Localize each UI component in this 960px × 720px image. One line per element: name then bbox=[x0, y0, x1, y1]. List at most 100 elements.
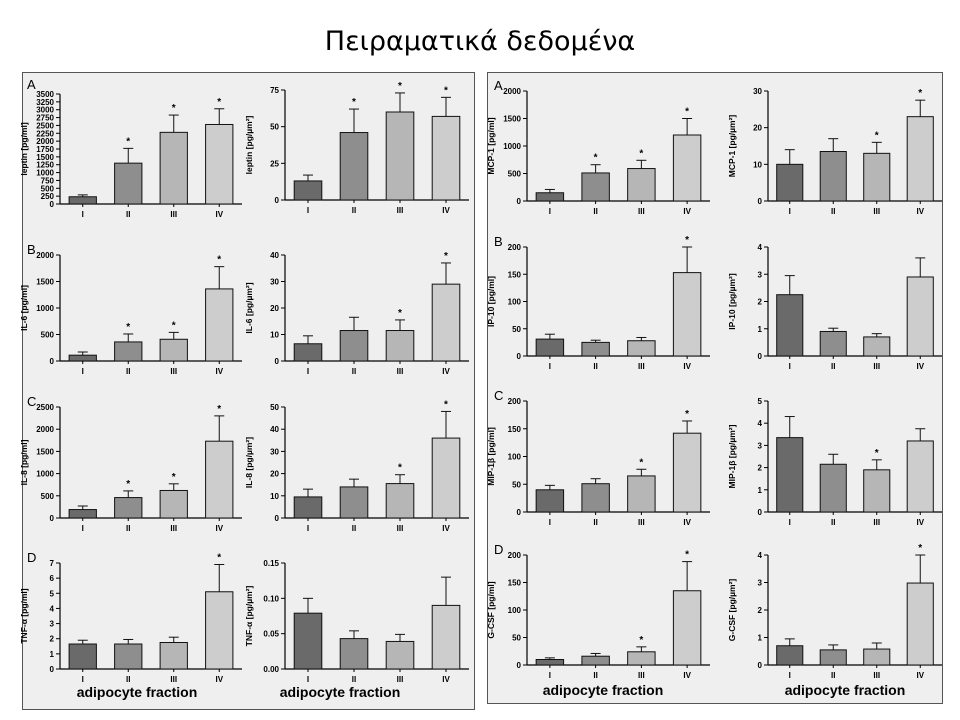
x-tick-label: III bbox=[873, 207, 880, 216]
x-tick-label: II bbox=[352, 524, 356, 533]
bar-I bbox=[293, 496, 323, 519]
panel-letter: A bbox=[27, 77, 36, 92]
panel-letter: C bbox=[494, 388, 503, 403]
y-tick-label: 0 bbox=[50, 357, 55, 366]
significance-star: * bbox=[217, 97, 221, 108]
x-tick-label: I bbox=[82, 675, 84, 684]
y-tick-label: 500 bbox=[508, 170, 522, 179]
y-tick-label: 200 bbox=[508, 243, 522, 252]
bar-II bbox=[339, 330, 369, 362]
y-axis-label: TNF-α [pg/µm²] bbox=[244, 586, 254, 647]
x-tick-label: II bbox=[352, 367, 356, 376]
significance-star: * bbox=[352, 97, 356, 108]
y-tick-label: 2000 bbox=[36, 425, 54, 434]
significance-star: * bbox=[685, 550, 689, 561]
x-tick-label: IV bbox=[442, 206, 450, 215]
y-tick-label: 6 bbox=[50, 574, 55, 583]
x-tick-label: IV bbox=[215, 210, 223, 219]
y-tick-label: 1750 bbox=[36, 145, 54, 154]
chart-leptin-pgum2: 0 25 50 75 leptin [pg/µm²] I * II * III * IV bbox=[244, 81, 469, 215]
y-tick-label: 750 bbox=[41, 176, 55, 185]
panel-letter: A bbox=[494, 78, 503, 93]
y-tick-label: 20 bbox=[270, 304, 279, 313]
bar-IV bbox=[672, 134, 702, 202]
x-axis-title-right-col2: adipocyte fraction bbox=[784, 682, 906, 698]
y-tick-label: 0 bbox=[758, 508, 763, 517]
significance-star: * bbox=[918, 543, 922, 554]
bar-IV bbox=[906, 440, 934, 513]
x-tick-label: IV bbox=[442, 367, 450, 376]
y-tick-label: 1500 bbox=[503, 115, 521, 124]
bar-I bbox=[68, 196, 97, 205]
y-axis-label: IL-6 [pg/µm²] bbox=[244, 282, 254, 333]
x-tick-label: II bbox=[352, 675, 356, 684]
panel-letter: C bbox=[27, 394, 36, 409]
x-tick-label: III bbox=[397, 367, 404, 376]
bar-IV bbox=[205, 123, 234, 205]
bar-I bbox=[68, 509, 97, 519]
bar-I bbox=[293, 180, 323, 201]
significance-star: * bbox=[685, 235, 689, 246]
bar-III bbox=[863, 336, 891, 357]
bar-II bbox=[339, 132, 369, 201]
y-tick-label: 30 bbox=[753, 87, 762, 96]
significance-star: * bbox=[126, 322, 130, 333]
y-axis-label: G-CSF [pg/µm²] bbox=[727, 579, 737, 642]
y-tick-label: 0.15 bbox=[263, 559, 279, 568]
y-tick-label: 30 bbox=[270, 447, 279, 456]
y-tick-label: 2000 bbox=[503, 87, 521, 96]
x-axis-title-left-col1: adipocyte fraction bbox=[76, 684, 198, 700]
bar-III bbox=[385, 640, 415, 670]
bar-I bbox=[535, 489, 565, 513]
significance-star: * bbox=[639, 635, 643, 646]
y-tick-label: 3 bbox=[758, 579, 763, 588]
bar-I bbox=[293, 612, 323, 670]
y-tick-label: 50 bbox=[512, 634, 521, 643]
significance-star: * bbox=[398, 81, 402, 92]
y-tick-label: 5 bbox=[50, 589, 55, 598]
y-tick-label: 40 bbox=[270, 251, 279, 260]
y-tick-label: 0 bbox=[758, 352, 763, 361]
x-tick-label: IV bbox=[683, 207, 691, 216]
x-tick-label: II bbox=[593, 518, 597, 527]
y-axis-label: MIP-1β [pg/ml] bbox=[486, 427, 496, 486]
y-tick-label: 3250 bbox=[36, 98, 54, 107]
x-tick-label: I bbox=[307, 367, 309, 376]
bar-II bbox=[114, 162, 143, 205]
y-tick-label: 1250 bbox=[36, 161, 54, 170]
y-tick-label: 1000 bbox=[36, 470, 54, 479]
y-tick-label: 10 bbox=[270, 492, 279, 501]
y-tick-label: 500 bbox=[41, 331, 55, 340]
significance-star: * bbox=[875, 130, 879, 141]
bar-IV bbox=[672, 590, 702, 666]
x-tick-label: I bbox=[789, 362, 791, 371]
bar-IV bbox=[431, 437, 461, 519]
x-tick-label: III bbox=[638, 362, 645, 371]
x-tick-label: III bbox=[397, 524, 404, 533]
bar-III bbox=[627, 168, 656, 202]
x-tick-label: II bbox=[831, 671, 835, 680]
bar-II bbox=[581, 483, 610, 513]
x-tick-label: IV bbox=[916, 518, 924, 527]
y-tick-label: 0.10 bbox=[263, 594, 279, 603]
y-tick-label: 20 bbox=[753, 124, 762, 133]
bar-III bbox=[159, 131, 188, 205]
bar-III bbox=[627, 340, 656, 357]
x-tick-label: I bbox=[82, 210, 84, 219]
significance-star: * bbox=[594, 153, 598, 164]
x-tick-label: IV bbox=[683, 518, 691, 527]
y-tick-label: 7 bbox=[50, 559, 55, 568]
y-tick-label: 500 bbox=[41, 492, 55, 501]
bar-III bbox=[159, 642, 188, 670]
chart-il8-pgml: 0 500 1000 1500 2000 2500 IL-8 [pg/ml] C I * II * II… bbox=[19, 394, 242, 533]
x-tick-label: IV bbox=[916, 671, 924, 680]
y-tick-label: 25 bbox=[270, 159, 279, 168]
significance-star: * bbox=[685, 409, 689, 420]
x-tick-label: IV bbox=[442, 675, 450, 684]
y-tick-label: 2 bbox=[50, 635, 55, 644]
y-tick-label: 0 bbox=[517, 197, 522, 206]
bar-I bbox=[68, 643, 97, 670]
